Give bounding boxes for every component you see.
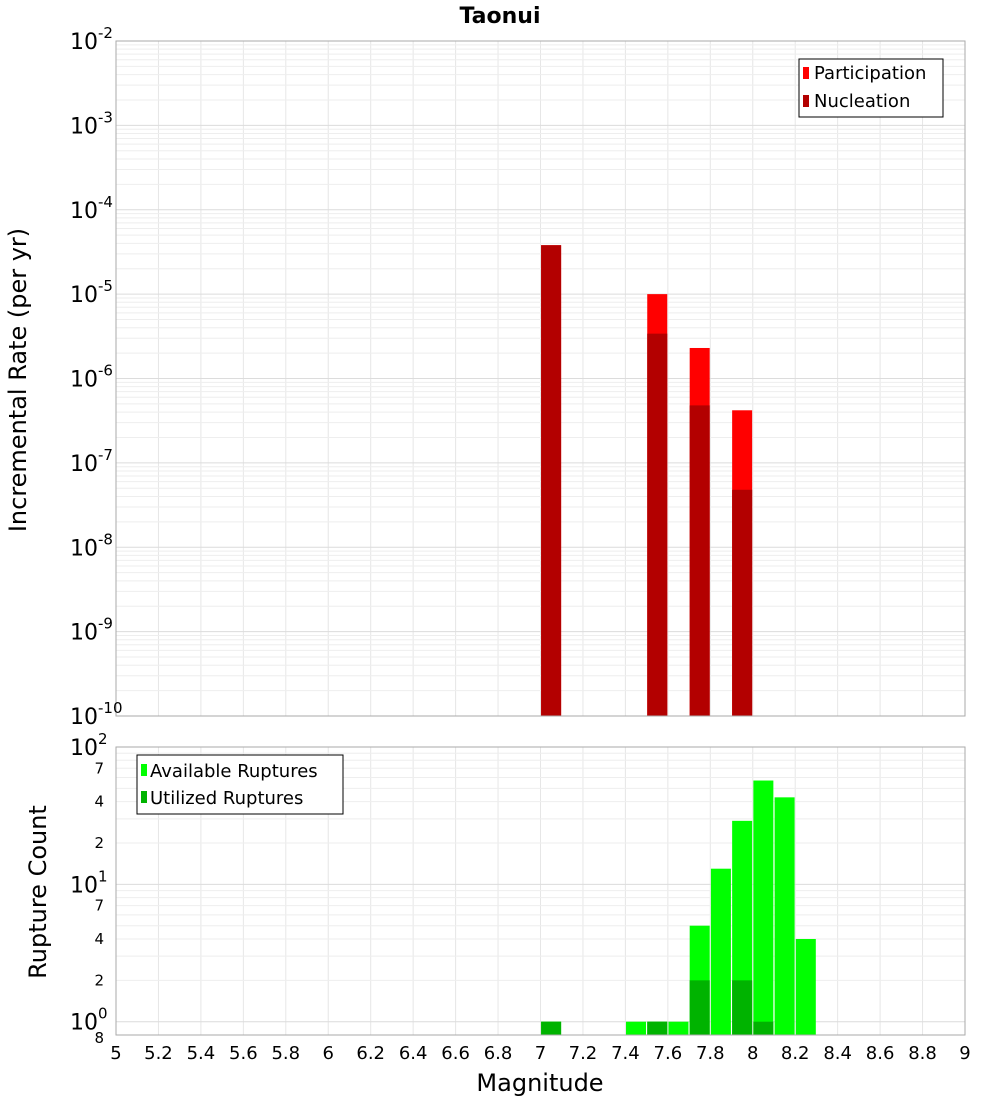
magnitude-tick-label: 5.2 xyxy=(144,1043,173,1064)
available-ruptures-bar xyxy=(753,780,774,1035)
magnitude-tick-label: 6.6 xyxy=(441,1043,470,1064)
magnitude-tick-label: 8.8 xyxy=(908,1043,937,1064)
count-y-minor-tick-label: 4 xyxy=(94,930,104,948)
chart-title: Taonui xyxy=(460,4,541,29)
magnitude-tick-label: 6.4 xyxy=(399,1043,428,1064)
rate-y-tick-label: 10-5 xyxy=(70,277,113,308)
rate-y-tick-label: 10-10 xyxy=(70,699,123,730)
available-ruptures-bar xyxy=(668,1021,689,1035)
rate-y-ticks: 10-10 10-9 10-8 10-7 10-6 10-5 10-4 10-3 10-2 xyxy=(70,24,123,730)
rate-y-tick-label: 10-3 xyxy=(70,108,113,139)
magnitude-tick-label: 7.6 xyxy=(654,1043,683,1064)
nucleation-legend-swatch xyxy=(803,95,809,107)
magnitude-tick-label: 6.2 xyxy=(356,1043,385,1064)
utilized-ruptures-bar xyxy=(647,1021,668,1035)
count-y-minor-tick-label: 4 xyxy=(94,793,104,811)
count-y-tick-label: 101 xyxy=(70,867,108,898)
count-bars xyxy=(541,780,816,1035)
utilized-ruptures-bar xyxy=(541,1021,562,1035)
magnitude-tick-label: 8.4 xyxy=(823,1043,852,1064)
available-ruptures-bar xyxy=(710,868,731,1035)
nucleation-bar xyxy=(689,405,710,716)
magnitude-tick-label: 5.6 xyxy=(229,1043,258,1064)
magnitude-tick-label: 7 xyxy=(535,1043,546,1064)
count-y-minor-tick-label: 2 xyxy=(94,971,104,989)
utilized-ruptures-bar xyxy=(732,980,753,1035)
available-ruptures-bar xyxy=(626,1021,647,1035)
participation-legend-swatch xyxy=(803,67,809,79)
nucleation-bar xyxy=(647,333,668,716)
rate-plot-border xyxy=(115,40,966,717)
nucleation-legend-label: Nucleation xyxy=(814,91,910,112)
utilized-legend-label: Utilized Ruptures xyxy=(150,788,303,809)
nucleation-bar xyxy=(541,245,562,717)
x-axis-label: Magnitude xyxy=(476,1069,603,1097)
magnitude-tick-label: 8 xyxy=(747,1043,758,1064)
count-y-minor-tick-label: 7 xyxy=(94,897,104,915)
count-y-minor-tick-label: 2 xyxy=(94,834,104,852)
count-y-ticks: 100 101 102 2 4 7 2 4 7 8 xyxy=(70,730,108,1047)
count-y-minor-tick-label: 7 xyxy=(94,759,104,777)
magnitude-tick-label: 6 xyxy=(323,1043,334,1064)
utilized-ruptures-bar xyxy=(753,1021,774,1035)
magnitude-tick-label: 7.8 xyxy=(696,1043,725,1064)
rate-y-axis-label: Incremental Rate (per yr) xyxy=(4,228,32,532)
rate-panel: 10-10 10-9 10-8 10-7 10-6 10-5 10-4 10-3 10-2 Ta… xyxy=(4,4,966,730)
magnitude-tick-label: 7.4 xyxy=(611,1043,640,1064)
rate-y-tick-label: 10-8 xyxy=(70,530,113,561)
count-plot-border xyxy=(115,746,966,1036)
available-legend-label: Available Ruptures xyxy=(150,761,318,782)
magnitude-tick-label: 5 xyxy=(110,1043,121,1064)
rate-y-tick-label: 10-2 xyxy=(70,24,113,55)
count-legend-box xyxy=(136,754,344,815)
rate-grid xyxy=(115,41,966,717)
rate-y-tick-label: 10-9 xyxy=(70,615,113,646)
rate-legend: Participation Nucleation xyxy=(798,58,944,118)
magnitude-tick-label: 9 xyxy=(959,1043,970,1064)
count-panel: 100 101 102 2 4 7 2 4 7 8 5 5.2 5.4 5.6 5.8 6 6.2 6.4 6.6… xyxy=(24,730,971,1097)
rate-y-tick-label: 10-4 xyxy=(70,193,113,224)
magnitude-tick-label: 7.2 xyxy=(569,1043,598,1064)
magnitude-tick-label: 5.8 xyxy=(271,1043,300,1064)
magnitude-x-ticks: 5 5.2 5.4 5.6 5.8 6 6.2 6.4 6.6 6.8 7 7.2 7.4 7.6 7.8 8… xyxy=(110,1043,970,1064)
available-ruptures-bar xyxy=(795,939,816,1035)
count-y-axis-label: Rupture Count xyxy=(24,805,52,979)
utilized-ruptures-bar xyxy=(689,980,710,1035)
magnitude-tick-label: 5.4 xyxy=(187,1043,216,1064)
rate-y-tick-label: 10-6 xyxy=(70,362,113,393)
rate-legend-box xyxy=(798,58,944,118)
participation-legend-label: Participation xyxy=(814,63,926,84)
rate-y-tick-label: 10-7 xyxy=(70,446,113,477)
available-legend-swatch xyxy=(141,764,147,776)
magnitude-tick-label: 8.6 xyxy=(866,1043,895,1064)
count-y-tick-label: 100 xyxy=(70,1005,108,1036)
available-ruptures-bar xyxy=(774,797,795,1035)
utilized-legend-swatch xyxy=(141,791,147,803)
count-legend: Available Ruptures Utilized Ruptures xyxy=(136,754,344,815)
nucleation-bar xyxy=(732,489,753,716)
count-y-bottom-tick-label: 8 xyxy=(94,1029,104,1047)
rate-bars xyxy=(541,245,753,717)
count-y-tick-label: 102 xyxy=(70,730,108,761)
magnitude-tick-label: 8.2 xyxy=(781,1043,810,1064)
magnitude-tick-label: 6.8 xyxy=(484,1043,513,1064)
